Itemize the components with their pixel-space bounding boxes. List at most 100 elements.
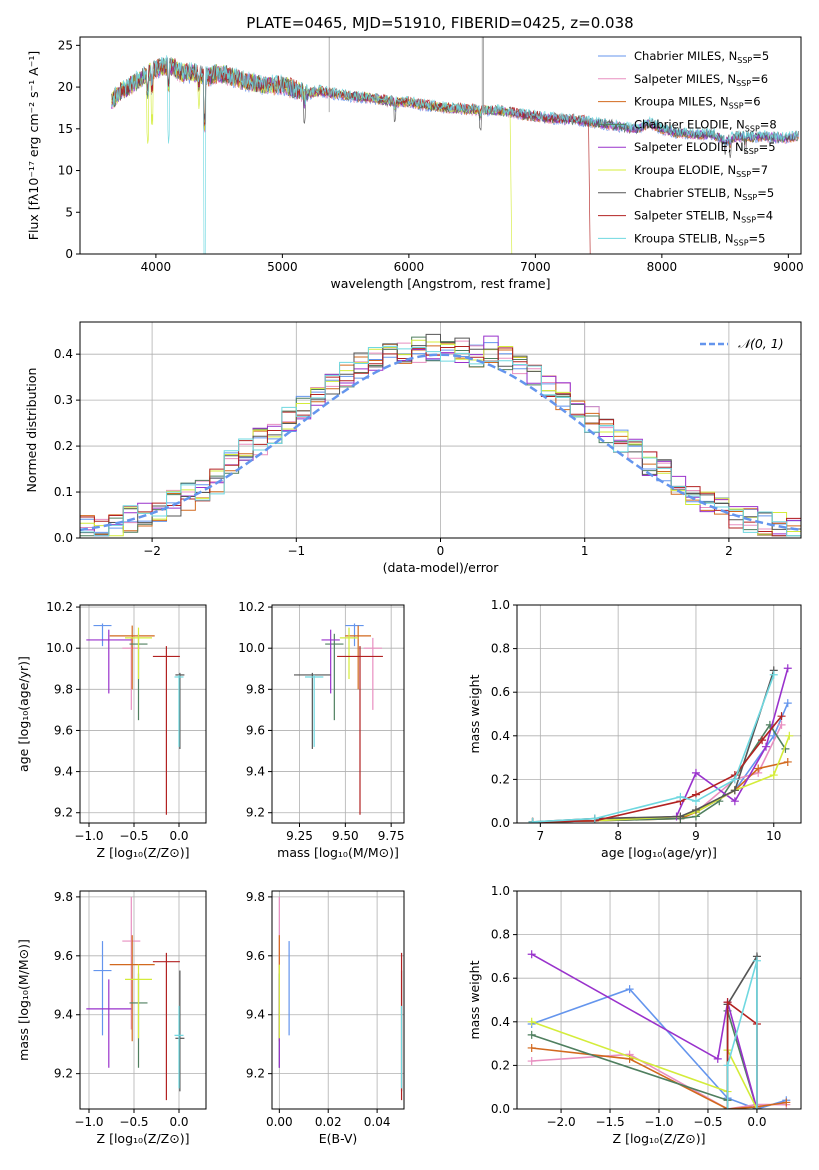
plot-area	[86, 896, 185, 1101]
x-tick-label: −0.5	[693, 1115, 722, 1129]
x-axis-label: Z [log₁₀(Z/Z⊙)]	[97, 845, 190, 860]
data-point-marker	[527, 1017, 536, 1026]
legend-eq: =	[759, 140, 769, 154]
data-point-marker	[783, 757, 792, 766]
y-tick-label: 0.4	[54, 347, 73, 361]
legend-series-name: Salpeter MILES	[634, 72, 720, 86]
x-tick-label: 0.02	[315, 1115, 342, 1129]
y-tick-label: 25	[58, 38, 73, 52]
mass-weight-line	[726, 960, 758, 1109]
x-tick-label: 5000	[267, 260, 298, 274]
y-tick-label: 0.6	[491, 971, 510, 985]
chart-spectrum: 4000 5000 6000 7000 8000 9000 0 5 10 15 20 25 wavele…	[26, 36, 804, 291]
chart-age_vs_Z: −1.0 −0.5 0.0 9.2 9.4 9.6 9.8 10.0 10.2 Z [log₁₀(…	[16, 600, 207, 860]
chart-massweight_vs_age: 7 8 9 10 0.0 0.2 0.4 0.6 0.8 1.0 age [log₁₀(age/yr…	[467, 598, 802, 860]
data-point-marker	[713, 1054, 722, 1063]
legend-series-name: Salpeter ELODIE	[634, 140, 728, 154]
axes-frame	[79, 604, 207, 824]
spectrum-line	[111, 55, 799, 254]
legend-label: Chabrier ELODIE, NSSP=8	[634, 117, 777, 133]
chart-residuals: −2 −1 0 1 2 0.0 0.1 0.2 0.3 0.4 (data-model)/error…	[24, 321, 802, 575]
y-tick-label: 9.8	[54, 890, 73, 904]
y-tick-label: 0.4	[491, 729, 510, 743]
data-point-marker	[527, 950, 536, 959]
normal-curve	[80, 353, 801, 532]
data-point-marker	[676, 792, 685, 801]
plot-area	[294, 623, 383, 815]
y-tick-label: 9.4	[54, 765, 73, 779]
data-point-marker	[783, 699, 792, 708]
plot-area	[111, 37, 799, 254]
y-tick-label: 0.2	[491, 772, 510, 786]
x-axis-label: mass [log₁₀(M/M⊙)]	[277, 845, 399, 860]
legend-nssp: 4	[766, 209, 773, 223]
y-tick-label: 10.2	[46, 600, 73, 614]
y-tick-label: 0.3	[54, 393, 73, 407]
x-tick-label: 7	[537, 829, 545, 843]
legend-n-prefix: , N	[729, 117, 745, 131]
plot-area	[86, 623, 185, 815]
x-axis-label: age [log₁₀(age/yr)]	[601, 845, 717, 860]
y-tick-label: 9.8	[54, 682, 73, 696]
legend-ssp-sub: SSP	[729, 102, 744, 111]
data-point-marker	[758, 736, 767, 745]
y-tick-label: 9.6	[54, 723, 73, 737]
mass-weight-line	[532, 715, 783, 823]
chart-mass_vs_ebv: 0.00 0.02 0.04 9.2 9.4 9.6 9.8 E(B-V)	[246, 890, 405, 1146]
y-tick-label: 10.0	[46, 641, 73, 655]
x-tick-label: 9.50	[332, 829, 359, 843]
legend-ssp-sub: SSP	[737, 56, 752, 65]
spectrum-line	[111, 58, 591, 254]
x-tick-label: 10	[766, 829, 781, 843]
axes-frame	[516, 604, 802, 824]
plot-area	[527, 950, 791, 1109]
data-point-marker	[777, 720, 786, 729]
x-tick-label: −0.5	[119, 1115, 148, 1129]
y-tick-label: 0.1	[54, 485, 73, 499]
y-tick-label: 0.0	[54, 531, 73, 545]
axes-frame	[271, 604, 405, 824]
data-point-marker	[723, 998, 732, 1007]
legend-label: Kroupa ELODIE, NSSP=7	[634, 163, 768, 179]
legend-series-name: Chabrier ELODIE	[634, 117, 729, 131]
mass-weight-line	[532, 674, 775, 823]
y-tick-label: 0.8	[491, 642, 510, 656]
legend-n-prefix: , N	[725, 209, 741, 223]
legend-nssp: 5	[768, 140, 775, 154]
legend-label: Kroupa MILES, NSSP=6	[634, 95, 761, 111]
data-point-marker	[676, 812, 685, 821]
data-point-marker	[754, 764, 763, 773]
y-tick-label: 9.4	[246, 765, 265, 779]
y-tick-label: 9.2	[246, 806, 265, 820]
x-tick-label: 9.75	[378, 829, 405, 843]
legend-label: Chabrier MILES, NSSP=5	[634, 49, 769, 65]
x-axis-label: (data-model)/error	[383, 560, 500, 575]
legend-label: 𝒩(0, 1)	[738, 336, 784, 351]
legend-eq: =	[751, 163, 761, 177]
x-tick-label: 0.00	[266, 1115, 293, 1129]
x-axis-label: wavelength [Angstrom, rest frame]	[330, 276, 550, 291]
legend-n-prefix: , N	[713, 95, 729, 109]
legend-ssp-sub: SSP	[736, 79, 751, 88]
plot-area	[528, 664, 794, 823]
chart-massweight_vs_Z: −2.0 −1.5 −1.0 −0.5 0.0 0.0 0.2 0.4 0.6 0.8 1.0 Z […	[467, 884, 802, 1146]
data-point-marker	[590, 814, 599, 823]
x-tick-label: 0.04	[364, 1115, 391, 1129]
x-tick-label: −1.5	[595, 1115, 624, 1129]
legend-label: Salpeter STELIB, NSSP=4	[634, 209, 773, 225]
mass-weight-line	[532, 702, 789, 823]
x-axis-label: Z [log₁₀(Z/Z⊙)]	[613, 1131, 706, 1146]
y-tick-label: 0.2	[491, 1058, 510, 1072]
x-tick-label: −1.0	[74, 829, 103, 843]
legend-label: Kroupa STELIB, NSSP=5	[634, 231, 766, 247]
x-tick-label: 2	[725, 544, 733, 558]
x-tick-label: −1.0	[644, 1115, 673, 1129]
axes-frame	[271, 890, 405, 1110]
y-tick-label: 1.0	[491, 884, 510, 898]
data-point-marker	[783, 664, 792, 673]
legend-eq: =	[757, 186, 767, 200]
y-tick-label: 10.0	[238, 641, 265, 655]
legend-eq: =	[749, 231, 759, 245]
y-axis-label: Normed distribution	[24, 368, 39, 493]
